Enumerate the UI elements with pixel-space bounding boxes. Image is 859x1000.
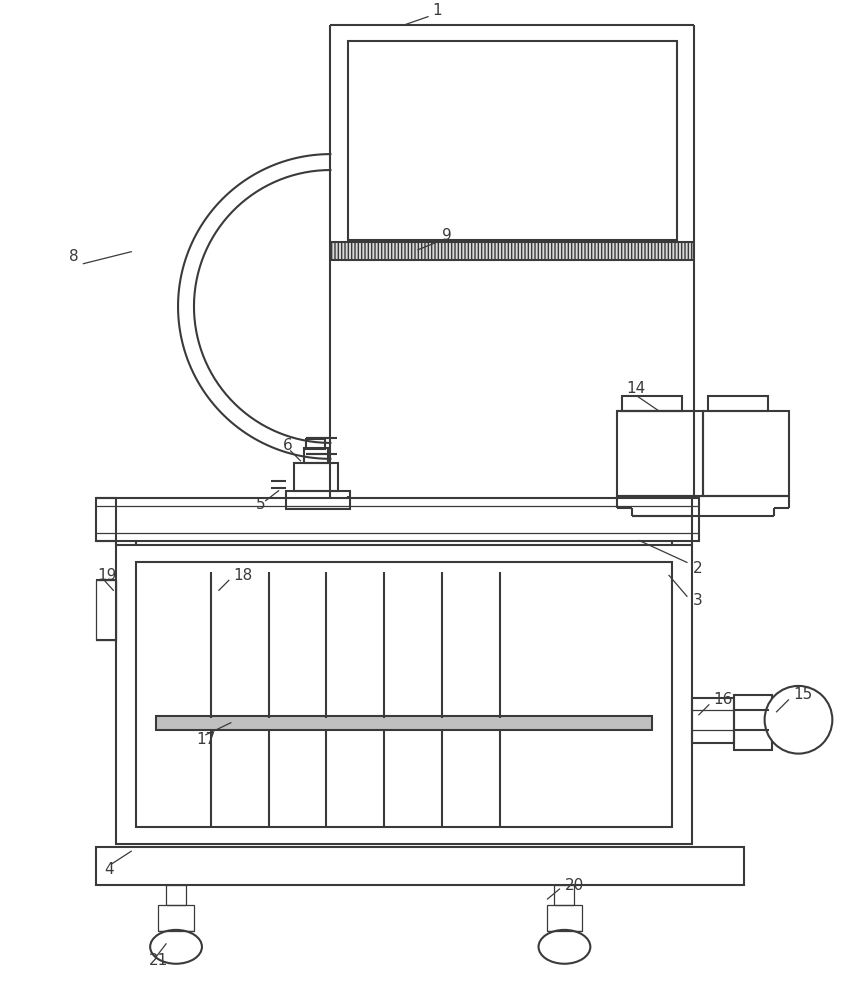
Text: 15: 15 <box>794 687 813 702</box>
Bar <box>96 498 699 541</box>
Bar <box>96 580 116 640</box>
Bar <box>303 448 328 463</box>
Text: 1: 1 <box>432 3 442 18</box>
Bar <box>96 847 744 885</box>
Text: 20: 20 <box>564 878 584 893</box>
Text: 6: 6 <box>283 438 292 453</box>
Bar <box>622 396 682 411</box>
Text: 21: 21 <box>149 953 168 968</box>
Bar <box>708 396 768 411</box>
Bar <box>137 562 672 827</box>
Bar <box>618 411 703 496</box>
Bar <box>116 545 691 844</box>
Text: 19: 19 <box>97 568 117 583</box>
Bar <box>306 439 326 449</box>
Text: 17: 17 <box>196 732 216 747</box>
Bar <box>554 885 575 905</box>
Bar <box>158 905 194 931</box>
Text: 8: 8 <box>70 249 79 264</box>
Text: 14: 14 <box>626 381 645 396</box>
Bar <box>349 41 677 240</box>
Text: 3: 3 <box>693 593 703 608</box>
Text: 9: 9 <box>442 228 452 243</box>
Bar <box>546 905 582 931</box>
Text: 4: 4 <box>104 862 114 877</box>
Bar <box>156 716 652 730</box>
Text: 18: 18 <box>233 568 252 583</box>
Text: 2: 2 <box>693 561 703 576</box>
Bar <box>691 698 734 743</box>
Ellipse shape <box>539 930 590 964</box>
Bar <box>294 463 338 491</box>
Bar <box>285 491 350 509</box>
Bar <box>703 411 789 496</box>
Bar <box>331 242 694 260</box>
Ellipse shape <box>765 686 832 754</box>
Bar <box>166 885 186 905</box>
Ellipse shape <box>150 930 202 964</box>
Text: 5: 5 <box>256 497 265 512</box>
Text: 16: 16 <box>713 692 732 707</box>
Bar <box>734 695 771 750</box>
